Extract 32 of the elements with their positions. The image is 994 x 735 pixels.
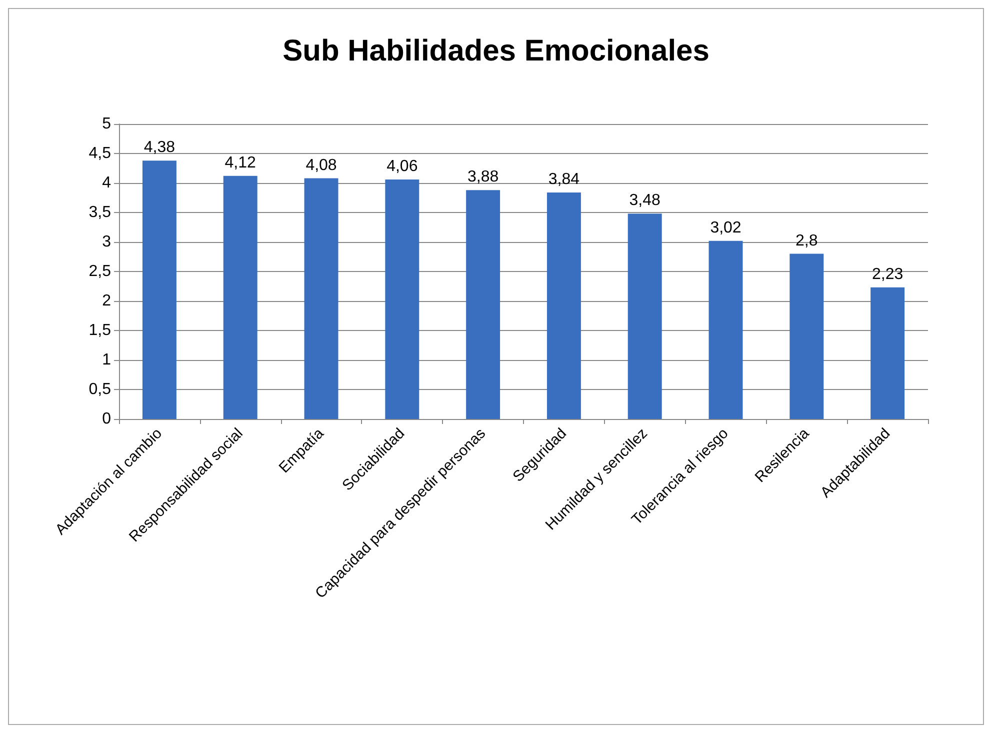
y-tick-label: 0,5 [88, 381, 112, 398]
data-label: 2,8 [796, 232, 818, 250]
y-tick-label: 4 [102, 174, 112, 192]
bar [304, 178, 338, 419]
y-tick-label: 2,5 [88, 263, 112, 280]
bar [546, 192, 581, 419]
data-label: 4,08 [306, 156, 337, 174]
data-label: 3,48 [629, 192, 661, 210]
data-label: 4,12 [224, 154, 256, 172]
y-tick-label: 1 [102, 352, 112, 368]
data-label: 4,06 [386, 158, 418, 175]
y-tick-label: 4,5 [88, 145, 112, 162]
y-tick-label: 0 [102, 410, 112, 428]
data-label: 3,02 [710, 219, 742, 236]
bar [385, 179, 420, 419]
bar [870, 287, 905, 419]
data-label: 4,38 [144, 139, 176, 156]
bar [708, 240, 743, 419]
y-tick-label: 5 [102, 116, 112, 132]
y-tick-label: 1,5 [88, 322, 112, 339]
bar [142, 160, 176, 419]
y-tick-label: 3 [102, 234, 112, 250]
data-label: 3,88 [467, 168, 499, 186]
y-tick-label: 3,5 [88, 204, 112, 221]
data-label: 3,84 [548, 170, 580, 188]
bar [466, 190, 500, 419]
y-tick-label: 2 [102, 292, 112, 310]
bar [223, 176, 258, 419]
data-label: 2,23 [872, 266, 904, 283]
bar [628, 214, 662, 419]
bar [790, 254, 824, 419]
chart-title: Sub Habilidades Emocionales [282, 34, 710, 68]
